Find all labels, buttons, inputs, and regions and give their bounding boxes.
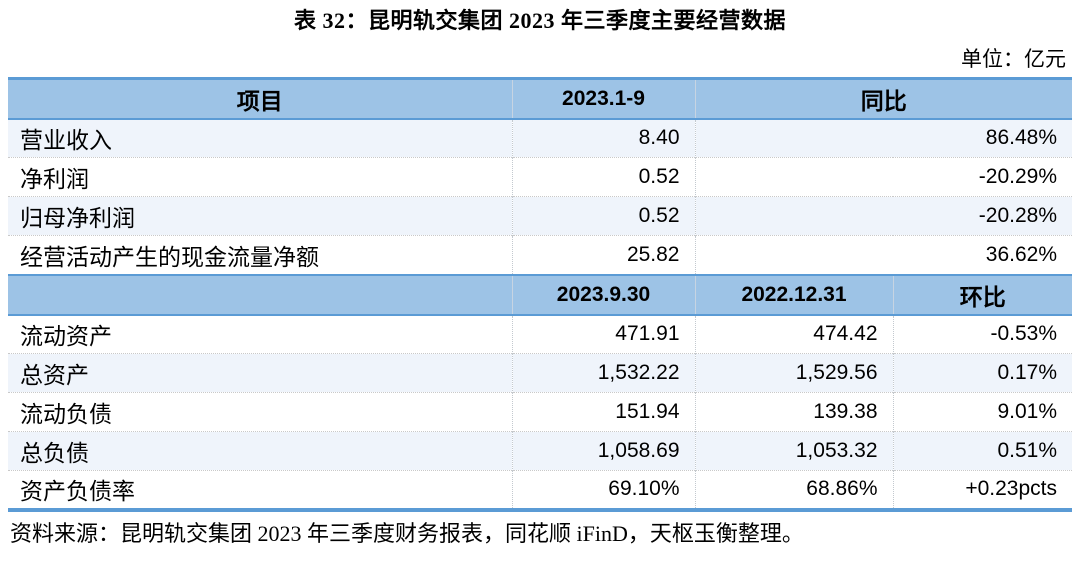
- col-header-qoq: 环比: [892, 273, 1072, 316]
- page-title: 表 32：昆明轨交集团 2023 年三季度主要经营数据: [293, 8, 786, 33]
- col-header-2023-1-9: 2023.1-9: [511, 77, 695, 120]
- row-value-current: 471.91: [511, 314, 695, 354]
- table-row-total-assets: 总资产 1,532.22 1,529.56 0.17%: [8, 353, 1072, 393]
- row-value-qoq: -0.53%: [892, 314, 1072, 354]
- col-header-2022-12-31: 2022.12.31: [694, 273, 893, 316]
- row-value-yoy: 86.48%: [694, 118, 1072, 158]
- table-row-operating-cash-flow: 经营活动产生的现金流量净额 25.82 36.62%: [8, 235, 1072, 275]
- row-value-previous: 474.42: [694, 314, 893, 354]
- row-value-qoq: +0.23pcts: [892, 470, 1072, 510]
- row-label: 总资产: [8, 353, 512, 393]
- row-value-qoq: 0.17%: [892, 353, 1072, 393]
- row-value-previous: 68.86%: [694, 470, 893, 510]
- row-label: 流动负债: [8, 392, 512, 432]
- table-row-revenue: 营业收入 8.40 86.48%: [8, 118, 1072, 158]
- table-body-balance-section: 流动资产 471.91 474.42 -0.53% 总资产 1,532.22 1…: [8, 314, 1072, 510]
- row-value-period: 0.52: [511, 196, 695, 236]
- col-header-empty: [8, 273, 512, 316]
- row-value-qoq: 0.51%: [892, 431, 1072, 471]
- row-value-period: 25.82: [511, 235, 695, 275]
- col-header-yoy: 同比: [694, 77, 1072, 120]
- table-row-current-assets: 流动资产 471.91 474.42 -0.53%: [8, 314, 1072, 354]
- table-header-section-1: 项目 2023.1-9 同比: [8, 77, 1072, 120]
- row-label: 归母净利润: [8, 196, 512, 236]
- table-body-income-section: 营业收入 8.40 86.48% 净利润 0.52 -20.29% 归母净利润 …: [8, 118, 1072, 275]
- row-value-qoq: 9.01%: [892, 392, 1072, 432]
- table-row-net-profit: 净利润 0.52 -20.29%: [8, 157, 1072, 197]
- row-value-current: 1,532.22: [511, 353, 695, 393]
- row-value-previous: 139.38: [694, 392, 893, 432]
- row-label: 经营活动产生的现金流量净额: [8, 235, 512, 275]
- row-value-period: 8.40: [511, 118, 695, 158]
- row-value-current: 151.94: [511, 392, 695, 432]
- table-header-section-2: 2023.9.30 2022.12.31 环比: [8, 273, 1072, 316]
- row-value-current: 1,058.69: [511, 431, 695, 471]
- row-label: 资产负债率: [8, 470, 512, 510]
- row-value-previous: 1,529.56: [694, 353, 893, 393]
- row-label: 流动资产: [20, 324, 112, 350]
- unit-label: 单位：亿元: [961, 47, 1066, 71]
- financial-table: 项目 2023.1-9 同比 营业收入 8.40 86.48% 净利润 0.52…: [8, 77, 1072, 512]
- row-label: 净利润: [8, 157, 512, 197]
- header-row-period-1: 项目 2023.1-9 同比: [8, 77, 1072, 120]
- row-value-period: 0.52: [511, 157, 695, 197]
- col-header-item: 项目: [8, 77, 512, 120]
- row-label: 营业收入: [20, 128, 112, 154]
- col-header-2023-9-30: 2023.9.30: [511, 273, 695, 316]
- row-value-current: 69.10%: [511, 470, 695, 510]
- row-value-yoy: -20.28%: [694, 196, 1072, 236]
- table-row-total-liabilities: 总负债 1,058.69 1,053.32 0.51%: [8, 431, 1072, 471]
- table-row-attributable-net-profit: 归母净利润 0.52 -20.28%: [8, 196, 1072, 236]
- table-row-current-liabilities: 流动负债 151.94 139.38 9.01%: [8, 392, 1072, 432]
- source-note: 资料来源：昆明轨交集团 2023 年三季度财务报表，同花顺 iFinD，天枢玉衡…: [10, 520, 804, 546]
- header-row-period-2: 2023.9.30 2022.12.31 环比: [8, 273, 1072, 316]
- row-value-previous: 1,053.32: [694, 431, 893, 471]
- row-value-yoy: -20.29%: [694, 157, 1072, 197]
- table-row-debt-ratio: 资产负债率 69.10% 68.86% +0.23pcts: [8, 470, 1072, 510]
- row-value-yoy: 36.62%: [694, 235, 1072, 275]
- row-label: 总负债: [8, 431, 512, 471]
